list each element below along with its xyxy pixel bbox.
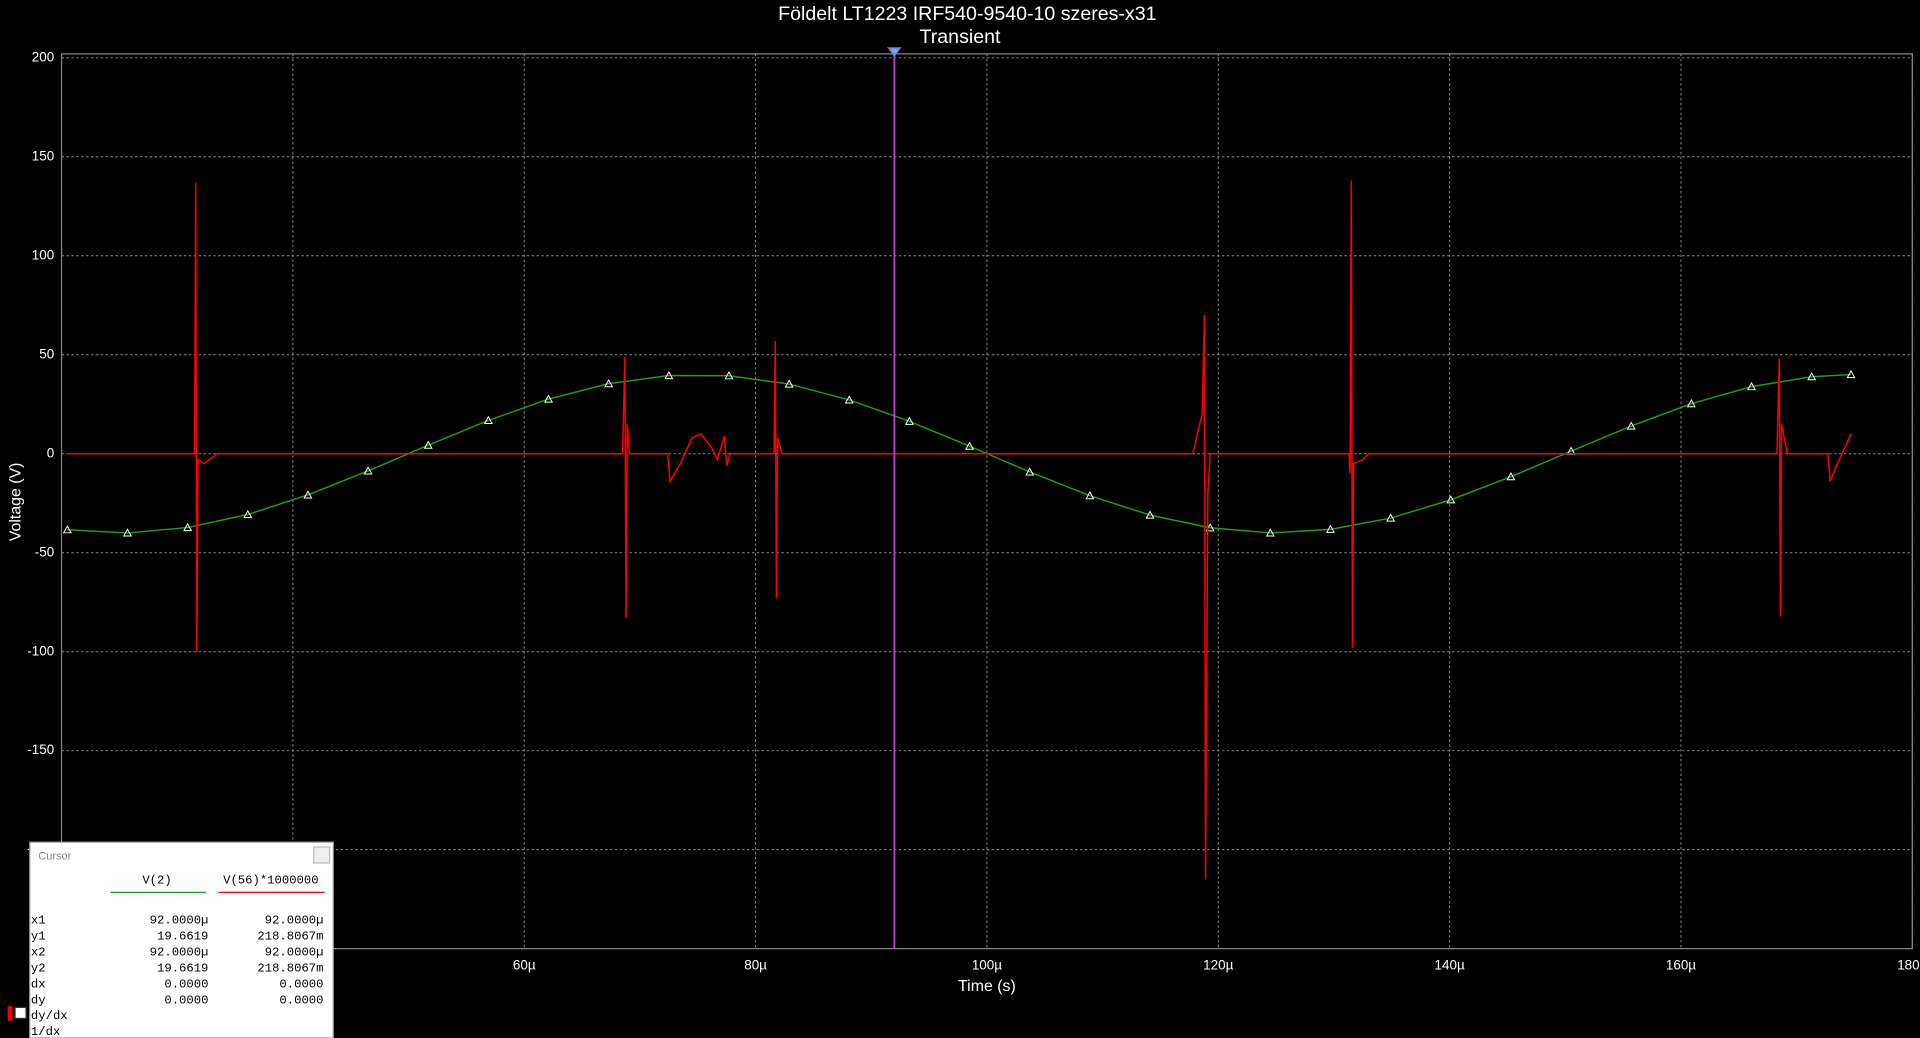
x-tick-label: 80µ — [744, 957, 767, 972]
y-tick-label: -150 — [27, 742, 54, 757]
grid: 200150100500-50-100-150-20040µ60µ80µ100µ… — [27, 49, 1920, 972]
cell-value: 19.6619 — [157, 930, 208, 944]
y-tick-label: 50 — [39, 346, 54, 361]
cell-value: 92.0000µ — [150, 946, 209, 960]
cell-value: 0.0000 — [164, 993, 208, 1007]
data-marker — [1446, 495, 1456, 504]
data-marker — [604, 378, 614, 388]
data-marker — [1265, 528, 1275, 537]
x-tick-label: 120µ — [1203, 957, 1233, 972]
close-button[interactable] — [313, 846, 331, 864]
data-marker — [904, 416, 914, 425]
cell-value: 92.0000µ — [265, 946, 324, 960]
y-tick-label: -100 — [27, 643, 54, 658]
data-marker — [183, 522, 193, 532]
data-marker — [1506, 472, 1516, 481]
chart-subtitle: Transient — [920, 26, 1001, 48]
row-label: y1 — [31, 930, 46, 944]
cell-value: 0.0000 — [279, 977, 323, 991]
data-marker — [1807, 372, 1817, 381]
data-marker — [423, 440, 433, 449]
column-header: V(2) — [142, 873, 171, 887]
data-marker — [664, 370, 674, 380]
x-tick-label: 100µ — [972, 957, 1002, 972]
cell-value: 218.8067m — [257, 930, 323, 944]
cell-value: 0.0000 — [279, 993, 323, 1007]
data-marker — [243, 509, 253, 519]
cell-value: 0.0000 — [164, 977, 208, 991]
cell-value: 218.8067m — [257, 961, 323, 975]
panel-background — [29, 841, 334, 1038]
cell-value: 92.0000µ — [265, 914, 324, 928]
plot-area — [62, 47, 1856, 949]
data-marker — [965, 441, 975, 450]
data-marker — [1025, 467, 1035, 476]
data-marker — [303, 490, 313, 499]
row-label: x2 — [31, 946, 46, 960]
data-marker — [1626, 421, 1636, 430]
series-line — [67, 373, 1852, 534]
row-label: x1 — [31, 914, 46, 928]
data-marker — [62, 525, 72, 534]
cursor-panel: Cursor V(2) V(56)*1000000 x1 92.0000µ 92.000… — [7, 841, 334, 1038]
x-tick-label: 140µ — [1435, 957, 1465, 972]
y-tick-label: 100 — [32, 247, 54, 262]
x-tick-label: 180µ — [1897, 957, 1920, 972]
cell-value: 92.0000µ — [150, 914, 209, 928]
data-marker — [784, 379, 794, 388]
column-header: V(56)*1000000 — [223, 873, 318, 887]
data-marker — [1145, 510, 1155, 519]
row-label: y2 — [31, 961, 46, 975]
data-marker — [1686, 398, 1696, 408]
y-tick-label: 200 — [32, 49, 54, 64]
data-marker — [483, 415, 493, 425]
series-line — [67, 180, 1852, 880]
y-tick-label: 0 — [47, 445, 54, 460]
y-axis-label: Voltage (V) — [7, 463, 24, 542]
row-label: 1/dx — [31, 1025, 60, 1038]
x-tick-label: 160µ — [1666, 957, 1696, 972]
data-marker — [544, 394, 554, 403]
data-marker — [1846, 369, 1856, 379]
x-axis-label: Time (s) — [958, 978, 1016, 995]
marker-tab — [7, 1006, 13, 1021]
data-marker — [363, 466, 373, 475]
cell-value: 19.6619 — [157, 961, 208, 975]
data-marker — [844, 395, 854, 404]
row-label: dy — [31, 993, 46, 1007]
y-tick-label: -50 — [35, 544, 54, 559]
data-marker — [1085, 491, 1095, 500]
chart-title: Földelt LT1223 IRF540-9540-10 szeres-x31 — [778, 3, 1156, 25]
row-label: dy/dx — [31, 1009, 68, 1023]
data-marker — [1386, 513, 1396, 522]
x-tick-label: 60µ — [513, 957, 536, 972]
data-marker — [724, 371, 734, 380]
panel-title: Cursor — [38, 851, 71, 863]
cursor-handle — [887, 47, 902, 58]
data-marker — [1747, 381, 1757, 391]
row-label: dx — [31, 977, 46, 991]
data-marker — [122, 528, 132, 537]
checkbox[interactable] — [14, 1006, 27, 1020]
data-marker — [1325, 524, 1335, 533]
y-tick-label: 150 — [32, 148, 54, 163]
